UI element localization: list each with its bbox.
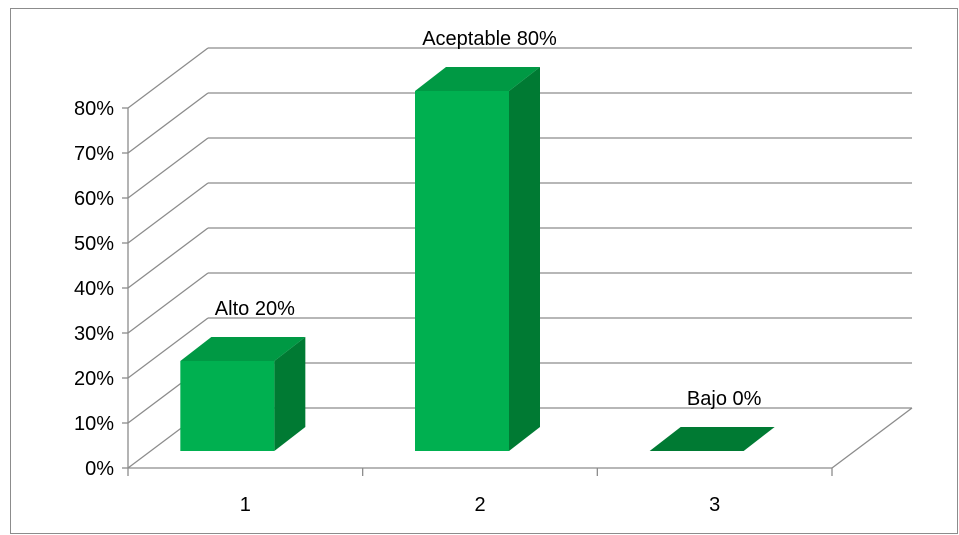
bars [180,67,775,451]
gridline-depth [127,272,209,334]
bar [415,91,509,451]
bar-top [415,67,540,91]
gridlines [127,47,912,469]
data-label: Bajo 0% [687,388,762,410]
gridline-depth [127,317,209,379]
y-tick-label: 20% [74,368,114,390]
data-label: Aceptable 80% [422,28,557,50]
gridline-depth [127,47,209,109]
axes [122,107,913,476]
bar-side [509,67,540,451]
x-tick-label: 2 [474,494,485,516]
x-tick-label: 3 [709,494,720,516]
y-tick-label: 30% [74,323,114,345]
y-tick-label: 50% [74,233,114,255]
gridline-depth [127,92,209,154]
y-tick-label: 40% [74,278,114,300]
y-tick-label: 0% [85,458,114,480]
y-tick-label: 70% [74,143,114,165]
gridline-depth [127,137,209,199]
bar [180,361,275,451]
y-tick-label: 80% [74,98,114,120]
y-tick-label: 60% [74,188,114,210]
bar-side [274,337,306,451]
data-label: Alto 20% [215,298,295,320]
bar-top [649,427,775,451]
gridline-depth [127,182,209,244]
labels: 0% 10% 20% 30% 40% 50% 60% 70% 80% Alto 20% 1 Acept… [74,28,762,516]
floor-depth-edge [831,407,913,469]
y-tick-label: 10% [74,413,114,435]
x-tick-label: 1 [240,494,251,516]
bar-top [180,337,306,361]
gridline-depth [127,227,209,289]
